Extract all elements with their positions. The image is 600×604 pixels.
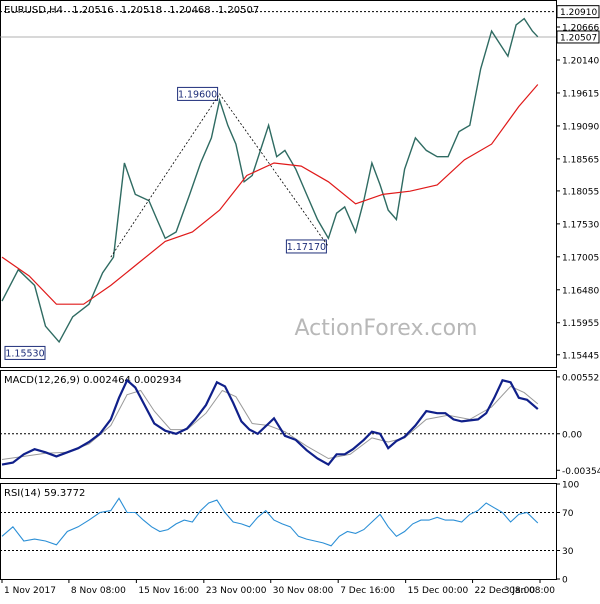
macd-axis: 0.005525 0.00 -0.003549 [556, 373, 600, 477]
ohlc-open: 1.20516 [72, 5, 113, 16]
macd-tick-label: 0.00 [562, 430, 582, 440]
annotation-box [285, 239, 327, 254]
moving-average-line [1, 84, 539, 305]
time-tick-label: 15 Dec 00:00 [408, 586, 469, 596]
time-tick-label: 1 Nov 2017 [4, 586, 56, 596]
price-panel-frame [0, 0, 557, 368]
annotation-label: 1.15530 [5, 348, 44, 359]
rsi-axis: 100 70 30 0 [556, 481, 579, 586]
rsi-panel: RSI(14) 59.3772 100 70 30 0 [0, 481, 579, 586]
price-panel: EURUSD,H4 1.20516 1.20518 1.20468 1.2050… [0, 0, 600, 368]
watermark: ActionForex.com [295, 316, 478, 341]
price-tick-label: 1.19090 [562, 122, 599, 132]
price-tick-label: 1.15445 [562, 351, 599, 361]
rsi-tick-label: 100 [562, 481, 579, 491]
price-tick-label: 1.19615 [562, 89, 599, 99]
high-price-tag: 1.20910 [560, 8, 597, 18]
price-tick-label: 1.18565 [562, 155, 599, 165]
annotation-label: 1.19600 [178, 89, 217, 100]
macd-series [0, 378, 556, 467]
price-tick-label: 1.15955 [562, 319, 599, 329]
rsi-tick-label: 30 [562, 547, 574, 557]
rsi-title: RSI(14) 59.3772 [4, 488, 85, 499]
price-tick-label: 1.17530 [562, 220, 599, 230]
swing-connector [110, 93, 329, 258]
rsi-line [1, 497, 539, 547]
macd-tick-label: 0.005525 [562, 373, 600, 383]
time-tick-label: 22 Dec 08:00 [475, 586, 536, 596]
time-tick-label: 8 Nov 08:00 [71, 586, 126, 596]
symbol-title: EURUSD,H4 [4, 5, 63, 16]
price-axis: 1.20666 1.20140 1.19615 1.19090 1.18565 1.180… [556, 23, 599, 361]
annotation-box [4, 345, 46, 360]
price-panel-header: EURUSD,H4 1.20516 1.20518 1.20468 1.2050… [4, 5, 259, 16]
time-tick-label: 15 Nov 16:00 [138, 586, 199, 596]
price-tick-label: 1.20666 [562, 23, 599, 33]
ohlc-high: 1.20518 [121, 5, 162, 16]
current-price-tag-box [556, 30, 600, 44]
rsi-tick-label: 70 [562, 509, 574, 519]
rsi-series [0, 497, 556, 551]
ohlc-close: 1.20507 [218, 5, 259, 16]
current-price-tag: 1.20507 [560, 33, 597, 43]
macd-signal-line [1, 385, 539, 460]
annotation-label: 1.17170 [287, 242, 326, 253]
macd-panel-frame [0, 370, 557, 479]
macd-panel: MACD(12,26,9) 0.002464 0.002934 0.005525… [0, 370, 600, 479]
rsi-tick-label: 0 [562, 576, 568, 586]
ohlc-low: 1.20468 [169, 5, 210, 16]
high-price-tag-box [556, 5, 600, 19]
price-tick-label: 1.20140 [562, 57, 599, 67]
time-tick-label: 3 Jan 08:00 [504, 586, 556, 596]
time-axis: 1 Nov 2017 8 Nov 08:00 15 Nov 16:00 23 Nov … [1, 579, 556, 596]
macd-tick-label: -0.003549 [562, 467, 600, 477]
annotation-box [177, 86, 219, 101]
time-tick-label: 30 Nov 08:00 [273, 586, 334, 596]
macd-title: MACD(12,26,9) 0.002464 0.002934 [4, 375, 182, 386]
price-line [1, 17, 539, 344]
price-tick-label: 1.18055 [562, 187, 599, 197]
price-tick-label: 1.16480 [562, 286, 599, 296]
price-series: 1.20910 1.20507 [0, 5, 600, 344]
price-tick-label: 1.17005 [562, 253, 599, 263]
rsi-panel-frame [0, 483, 557, 580]
price-annotations: 1.19600 1.17170 1.15530 [4, 86, 329, 360]
macd-line [1, 378, 539, 467]
time-tick-label: 23 Nov 00:00 [206, 586, 267, 596]
time-tick-label: 7 Dec 16:00 [340, 586, 395, 596]
